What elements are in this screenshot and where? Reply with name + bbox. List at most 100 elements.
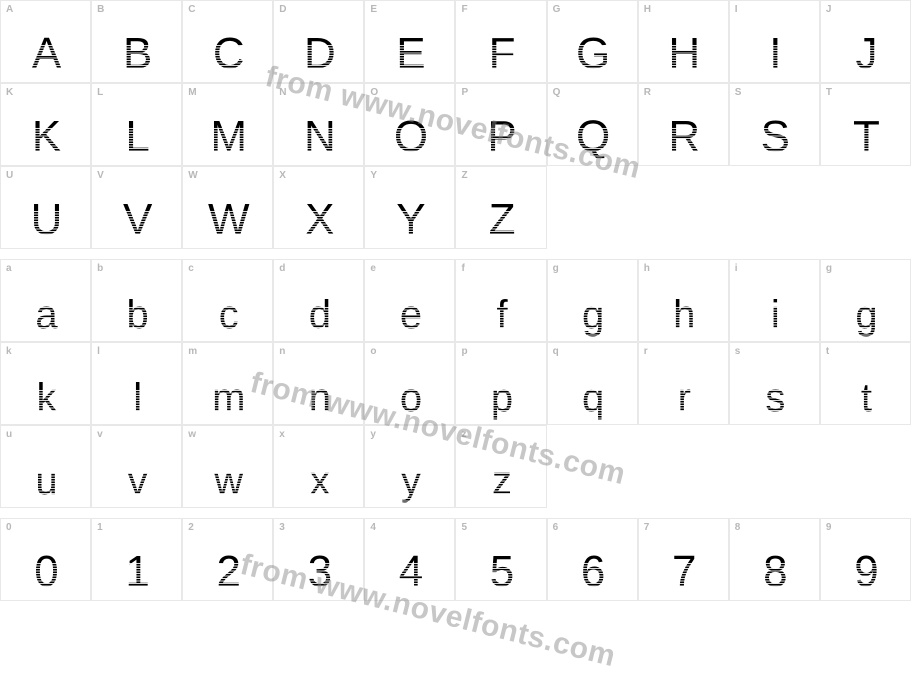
glyph-cell[interactable]: UU [0,166,91,249]
glyph-cell[interactable]: YY [364,166,455,249]
glyph-cell[interactable]: cc [182,259,273,342]
glyph-cell[interactable]: mm [182,342,273,425]
glyph-cell[interactable]: 22 [182,518,273,601]
key-label: 2 [188,522,194,533]
glyph-cell[interactable]: gg [820,259,911,342]
glyph-cell[interactable]: aa [0,259,91,342]
key-label: q [553,346,559,357]
glyph-cell[interactable]: ee [364,259,455,342]
glyph-cell[interactable]: 33 [273,518,364,601]
empty-cell [547,166,638,249]
key-label: e [370,263,376,274]
glyph-cell[interactable]: 55 [455,518,546,601]
glyph-cell[interactable]: 77 [638,518,729,601]
key-label: B [97,4,104,15]
glyph-cell[interactable]: LL [91,83,182,166]
glyph-cell[interactable]: nn [273,342,364,425]
spacer-cell [820,508,911,518]
glyph-cell[interactable]: KK [0,83,91,166]
glyph-cell[interactable]: ww [182,425,273,508]
glyph-cell[interactable]: OO [364,83,455,166]
glyph-cell[interactable]: gg [547,259,638,342]
glyph-cell[interactable]: 00 [0,518,91,601]
glyph-cell[interactable]: TT [820,83,911,166]
glyph-display: h [673,295,693,335]
glyph-cell[interactable]: CC [182,0,273,83]
glyph-cell[interactable]: 99 [820,518,911,601]
glyph-cell[interactable]: yy [364,425,455,508]
glyph-cell[interactable]: AA [0,0,91,83]
glyph-display: P [487,115,514,159]
glyph-display: y [401,461,419,501]
glyph-display: L [125,115,147,159]
glyph-cell[interactable]: xx [273,425,364,508]
glyph-display: s [765,378,783,418]
glyph-cell[interactable]: vv [91,425,182,508]
glyph-cell[interactable]: dd [273,259,364,342]
glyph-cell[interactable]: HH [638,0,729,83]
glyph-cell[interactable]: ll [91,342,182,425]
glyph-cell[interactable]: WW [182,166,273,249]
key-label: h [644,263,650,274]
glyph-cell[interactable]: ff [455,259,546,342]
glyph-display: f [496,295,505,335]
glyph-cell[interactable]: pp [455,342,546,425]
glyph-display: G [576,32,608,76]
glyph-display: z [492,461,510,501]
glyph-cell[interactable]: oo [364,342,455,425]
glyph-cell[interactable]: bb [91,259,182,342]
glyph-cell[interactable]: EE [364,0,455,83]
glyph-cell[interactable]: RR [638,83,729,166]
glyph-cell[interactable]: 88 [729,518,820,601]
glyph-display: X [305,198,332,242]
glyph-cell[interactable]: SS [729,83,820,166]
glyph-cell[interactable]: qq [547,342,638,425]
key-label: P [461,87,468,98]
glyph-cell[interactable]: MM [182,83,273,166]
glyph-cell[interactable]: ss [729,342,820,425]
glyph-cell[interactable]: FF [455,0,546,83]
glyph-cell[interactable]: 44 [364,518,455,601]
glyph-display: d [309,295,329,335]
key-label: c [188,263,194,274]
glyph-display: F [489,32,514,76]
glyph-cell[interactable]: uu [0,425,91,508]
glyph-cell[interactable]: 66 [547,518,638,601]
glyph-display: t [861,378,870,418]
glyph-display: 4 [399,550,421,594]
glyph-cell[interactable]: ZZ [455,166,546,249]
empty-cell [638,166,729,249]
glyph-cell[interactable]: rr [638,342,729,425]
spacer-cell [455,249,546,259]
glyph-cell[interactable]: QQ [547,83,638,166]
glyph-cell[interactable]: kk [0,342,91,425]
glyph-cell[interactable]: 11 [91,518,182,601]
glyph-cell[interactable]: II [729,0,820,83]
glyph-cell[interactable]: ii [729,259,820,342]
key-label: U [6,170,13,181]
glyph-cell[interactable]: BB [91,0,182,83]
glyph-display: O [394,115,426,159]
key-label: R [644,87,651,98]
glyph-cell[interactable]: tt [820,342,911,425]
spacer-cell [182,508,273,518]
glyph-display: a [35,295,55,335]
glyph-cell[interactable]: hh [638,259,729,342]
glyph-display: V [123,198,150,242]
glyph-cell[interactable]: DD [273,0,364,83]
glyph-cell[interactable]: PP [455,83,546,166]
key-label: 5 [461,522,467,533]
glyph-cell[interactable]: zz [455,425,546,508]
glyph-cell[interactable]: NN [273,83,364,166]
key-label: g [826,263,832,274]
glyph-cell[interactable]: XX [273,166,364,249]
key-label: Z [461,170,467,181]
spacer-cell [455,508,546,518]
glyph-display: I [769,32,779,76]
glyph-cell[interactable]: GG [547,0,638,83]
key-label: W [188,170,197,181]
glyph-display: E [396,32,423,76]
glyph-cell[interactable]: JJ [820,0,911,83]
glyph-cell[interactable]: VV [91,166,182,249]
character-map-grid: AABBCCDDEEFFGGHHIIJJKKLLMMNNOOPPQQRRSSTT… [0,0,911,601]
